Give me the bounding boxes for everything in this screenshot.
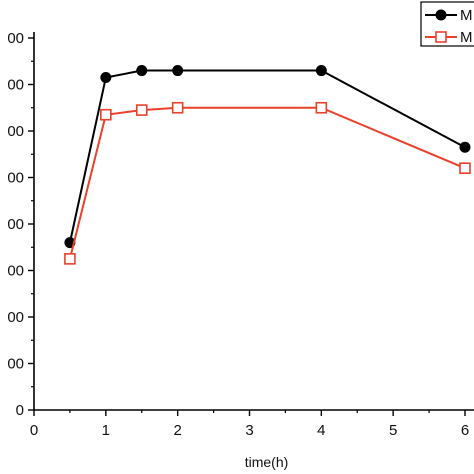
data-point	[459, 162, 471, 174]
series-layer	[64, 65, 471, 265]
y-tick-label: 0	[16, 402, 24, 419]
y-tick-label: 00	[7, 170, 24, 187]
series-1	[64, 65, 471, 249]
y-tick-label: 00	[7, 263, 24, 280]
series-2	[64, 101, 471, 265]
data-point	[135, 104, 148, 116]
series-line	[68, 69, 466, 243]
data-point	[459, 141, 471, 153]
x-tick-label: 3	[245, 422, 253, 439]
x-tick-label: 5	[389, 422, 397, 439]
data-point	[171, 101, 184, 114]
data-point	[315, 65, 327, 77]
y-tick-label: 00	[7, 216, 24, 233]
legend: MM	[420, 1, 474, 47]
y-tick-label: 00	[7, 30, 24, 47]
y-tick-label: 00	[7, 123, 24, 140]
legend-box	[420, 1, 474, 47]
legend-item: M	[425, 7, 473, 24]
data-point	[64, 253, 76, 265]
data-point	[136, 65, 148, 77]
x-tick-label: 6	[461, 422, 469, 439]
legend-marker	[435, 9, 447, 21]
x-axis-label: time(h)	[245, 454, 289, 470]
x-tick-label: 1	[102, 422, 110, 439]
y-tick-label: 00	[7, 77, 24, 94]
legend-label: M	[460, 7, 473, 24]
series-line	[68, 106, 466, 260]
data-point	[315, 101, 328, 114]
data-point	[100, 72, 112, 84]
y-tick-label: 00	[7, 309, 24, 326]
x-tick-label: 2	[173, 422, 181, 439]
legend-label: M	[460, 29, 473, 46]
x-tick-label: 0	[30, 422, 38, 439]
data-point	[172, 65, 184, 77]
x-tick-label: 4	[317, 422, 325, 439]
legend-marker	[435, 31, 447, 43]
data-point	[100, 108, 112, 121]
legend-item: M	[425, 29, 473, 46]
y-tick-label: 00	[7, 356, 24, 373]
